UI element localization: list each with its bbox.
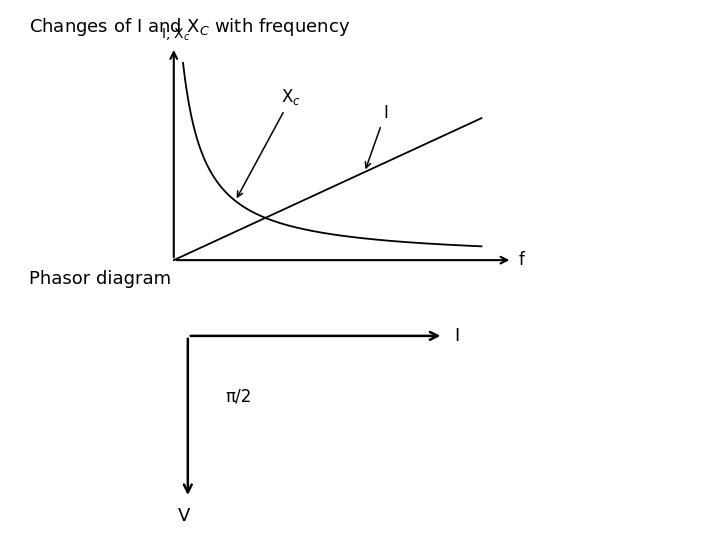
- Text: π/2: π/2: [225, 387, 252, 406]
- Text: f: f: [518, 251, 524, 269]
- Text: Phasor diagram: Phasor diagram: [29, 270, 171, 288]
- Text: I, X$_c$: I, X$_c$: [161, 27, 192, 43]
- Text: I: I: [365, 104, 388, 168]
- Text: V: V: [178, 507, 190, 524]
- Text: Changes of I and X$_C$ with frequency: Changes of I and X$_C$ with frequency: [29, 16, 350, 38]
- Text: X$_c$: X$_c$: [238, 87, 301, 197]
- Text: I: I: [454, 327, 460, 345]
